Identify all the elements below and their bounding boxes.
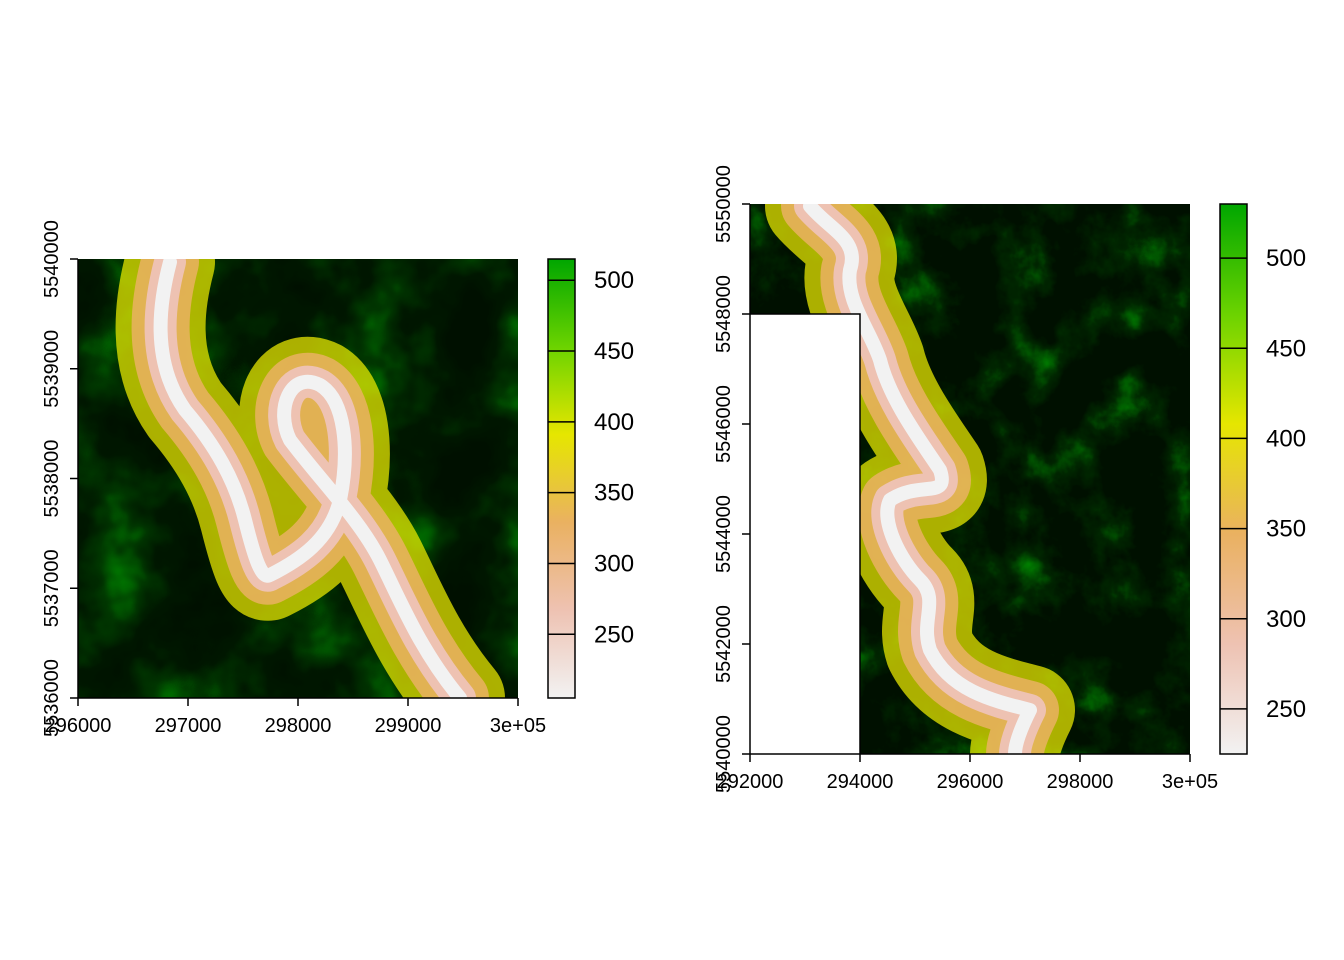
y-tick-label: 5550000	[713, 165, 735, 243]
x-tick-label: 298000	[265, 715, 332, 737]
valley-floor	[803, 204, 1037, 754]
y-tick-label: 5544000	[713, 495, 735, 573]
legend-tick-label: 450	[1266, 335, 1306, 362]
y-tick-label: 5542000	[713, 605, 735, 683]
valley-floor	[153, 259, 467, 698]
legend-tick-label: 400	[1266, 425, 1306, 452]
raster-terrain	[78, 259, 518, 698]
y-tick-label: 5546000	[713, 385, 735, 463]
legend: 250 300 350 400 450 500	[1219, 203, 1306, 755]
legend-tick-label: 350	[1266, 516, 1306, 543]
x-tick-label: 296000	[45, 715, 112, 737]
legend-tick-label: 500	[594, 267, 634, 294]
y-tick-label: 5540000	[41, 220, 63, 298]
legend-tick-label: 500	[1266, 245, 1306, 272]
y-tick-label: 5537000	[41, 549, 63, 627]
legend-color-bar	[547, 258, 576, 699]
elevation-panel-1: 296000 297000 298000 299000 3e+05 5536000 5537…	[41, 220, 634, 737]
x-tick-label: 3e+05	[490, 715, 546, 737]
legend-tick-label: 300	[594, 550, 634, 577]
x-tick-label: 294000	[827, 771, 894, 793]
legend-tick-label: 300	[1266, 606, 1306, 633]
x-tick-label: 299000	[375, 715, 442, 737]
no-data-region	[750, 314, 860, 754]
legend-tick-label: 250	[594, 621, 634, 648]
legend-tick-label: 450	[594, 338, 634, 365]
legend-color-bar	[1219, 203, 1248, 755]
legend: 250 300 350 400 450 500	[547, 258, 634, 699]
no-data-edge	[750, 313, 861, 754]
x-tick-label: 292000	[717, 771, 784, 793]
y-tick-label: 5540000	[713, 715, 735, 793]
x-tick-label: 296000	[937, 771, 1004, 793]
legend-tick-label: 250	[1266, 696, 1306, 723]
x-tick-label: 3e+05	[1162, 771, 1218, 793]
y-tick-label: 5539000	[41, 330, 63, 408]
elevation-panel-2: 292000 294000 296000 298000 3e+05 5540000 5542…	[713, 165, 1306, 793]
x-tick-label: 297000	[155, 715, 222, 737]
legend-tick-label: 400	[594, 409, 634, 436]
y-tick-label: 5548000	[713, 275, 735, 353]
x-tick-label: 298000	[1047, 771, 1114, 793]
y-tick-label: 5536000	[41, 659, 63, 737]
legend-tick-label: 350	[594, 480, 634, 507]
y-tick-label: 5538000	[41, 440, 63, 518]
